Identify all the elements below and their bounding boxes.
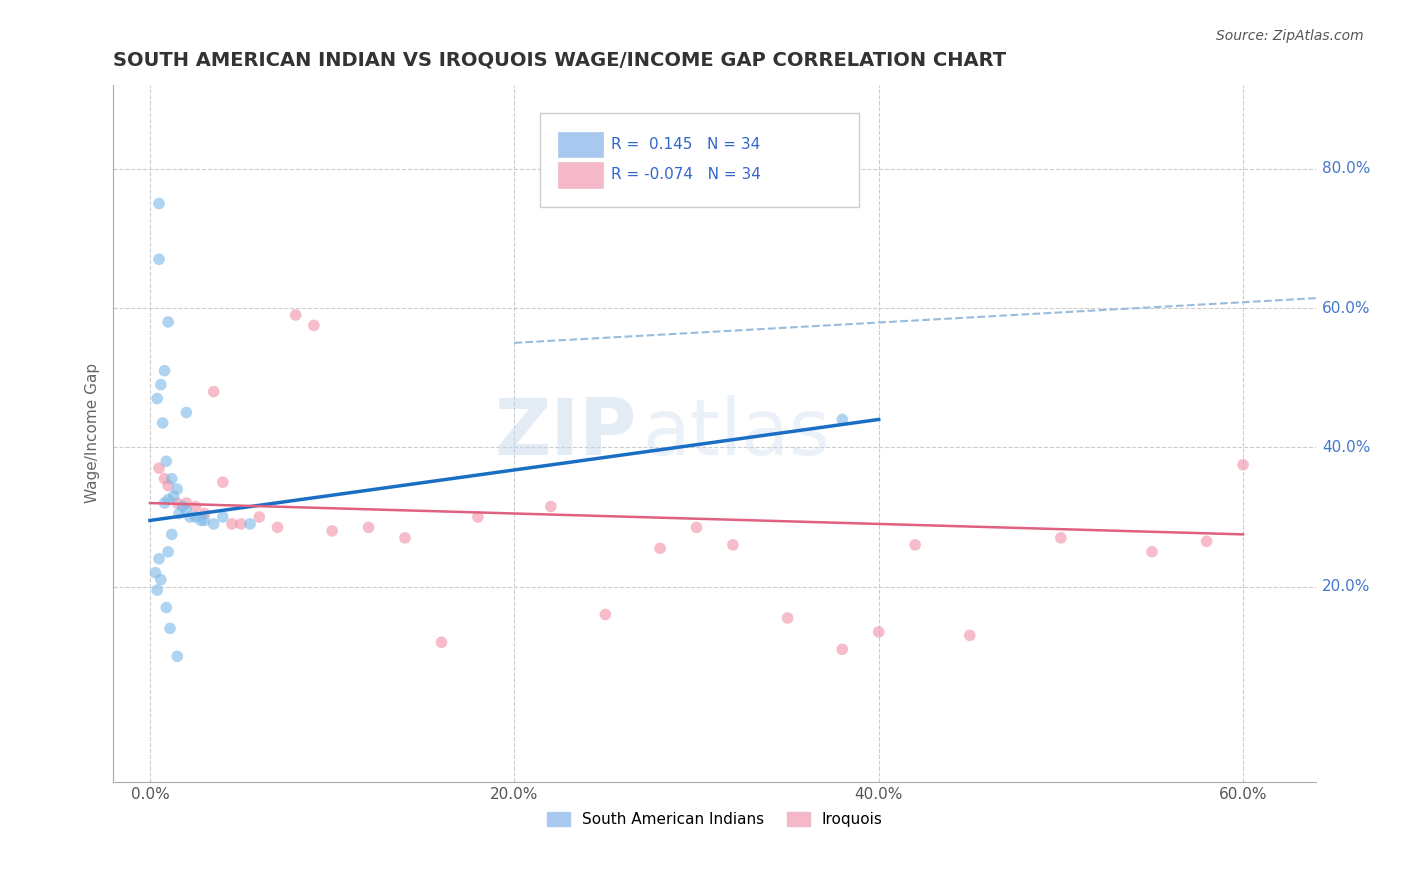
Point xyxy=(229,516,252,531)
Text: ZIP: ZIP xyxy=(495,395,637,471)
Point xyxy=(149,377,172,392)
Point xyxy=(149,573,172,587)
Point xyxy=(145,566,167,580)
Point xyxy=(284,308,307,322)
Text: 60.0%: 60.0% xyxy=(1322,301,1371,316)
Point xyxy=(1232,458,1254,472)
Point xyxy=(467,510,489,524)
FancyBboxPatch shape xyxy=(558,132,603,157)
Point xyxy=(160,527,183,541)
Point xyxy=(831,642,853,657)
Point xyxy=(157,315,180,329)
Text: 20.0%: 20.0% xyxy=(1322,579,1371,594)
Point xyxy=(162,489,184,503)
Point xyxy=(430,635,453,649)
Point xyxy=(176,496,198,510)
Point xyxy=(160,472,183,486)
Point xyxy=(190,513,212,527)
Point xyxy=(157,545,180,559)
Point xyxy=(153,364,176,378)
Text: Source: ZipAtlas.com: Source: ZipAtlas.com xyxy=(1216,29,1364,43)
Point xyxy=(357,520,380,534)
FancyBboxPatch shape xyxy=(540,113,859,207)
Point xyxy=(159,622,181,636)
Point xyxy=(148,252,170,267)
Point xyxy=(146,583,169,598)
Point xyxy=(239,516,262,531)
Point xyxy=(157,492,180,507)
Point xyxy=(155,600,177,615)
Point xyxy=(266,520,288,534)
Point xyxy=(146,392,169,406)
Text: R = -0.074   N = 34: R = -0.074 N = 34 xyxy=(612,168,761,183)
Point xyxy=(211,510,233,524)
Point xyxy=(148,551,170,566)
Point xyxy=(247,510,270,524)
Point xyxy=(184,500,207,514)
Point xyxy=(595,607,617,622)
Point xyxy=(157,478,180,492)
Point xyxy=(221,516,243,531)
Point xyxy=(167,507,190,521)
Point xyxy=(152,416,174,430)
Point xyxy=(148,461,170,475)
Y-axis label: Wage/Income Gap: Wage/Income Gap xyxy=(86,363,100,503)
Point xyxy=(166,496,188,510)
Point xyxy=(155,454,177,468)
Point xyxy=(202,516,225,531)
Point xyxy=(321,524,343,538)
Point xyxy=(202,384,225,399)
Point xyxy=(1140,545,1163,559)
Point xyxy=(1195,534,1218,549)
Point xyxy=(179,510,201,524)
Point xyxy=(166,649,188,664)
Legend: South American Indians, Iroquois: South American Indians, Iroquois xyxy=(540,806,889,833)
Point xyxy=(302,318,325,333)
Point xyxy=(184,510,207,524)
Point xyxy=(176,503,198,517)
Point xyxy=(194,507,217,521)
Point xyxy=(685,520,707,534)
Point xyxy=(166,482,188,496)
Point xyxy=(721,538,744,552)
Point xyxy=(868,624,890,639)
Point xyxy=(211,475,233,490)
Text: atlas: atlas xyxy=(643,395,830,471)
Point xyxy=(172,500,194,514)
FancyBboxPatch shape xyxy=(558,162,603,187)
Point xyxy=(153,472,176,486)
Point xyxy=(194,513,217,527)
Text: 80.0%: 80.0% xyxy=(1322,161,1371,177)
Point xyxy=(176,405,198,419)
Point xyxy=(394,531,416,545)
Text: 40.0%: 40.0% xyxy=(1322,440,1371,455)
Text: R =  0.145   N = 34: R = 0.145 N = 34 xyxy=(612,136,761,152)
Text: SOUTH AMERICAN INDIAN VS IROQUOIS WAGE/INCOME GAP CORRELATION CHART: SOUTH AMERICAN INDIAN VS IROQUOIS WAGE/I… xyxy=(114,51,1007,70)
Point xyxy=(148,196,170,211)
Point xyxy=(904,538,927,552)
Point xyxy=(1050,531,1073,545)
Point xyxy=(959,628,981,642)
Point xyxy=(648,541,671,556)
Point xyxy=(831,412,853,426)
Point xyxy=(776,611,799,625)
Point xyxy=(153,496,176,510)
Point xyxy=(540,500,562,514)
